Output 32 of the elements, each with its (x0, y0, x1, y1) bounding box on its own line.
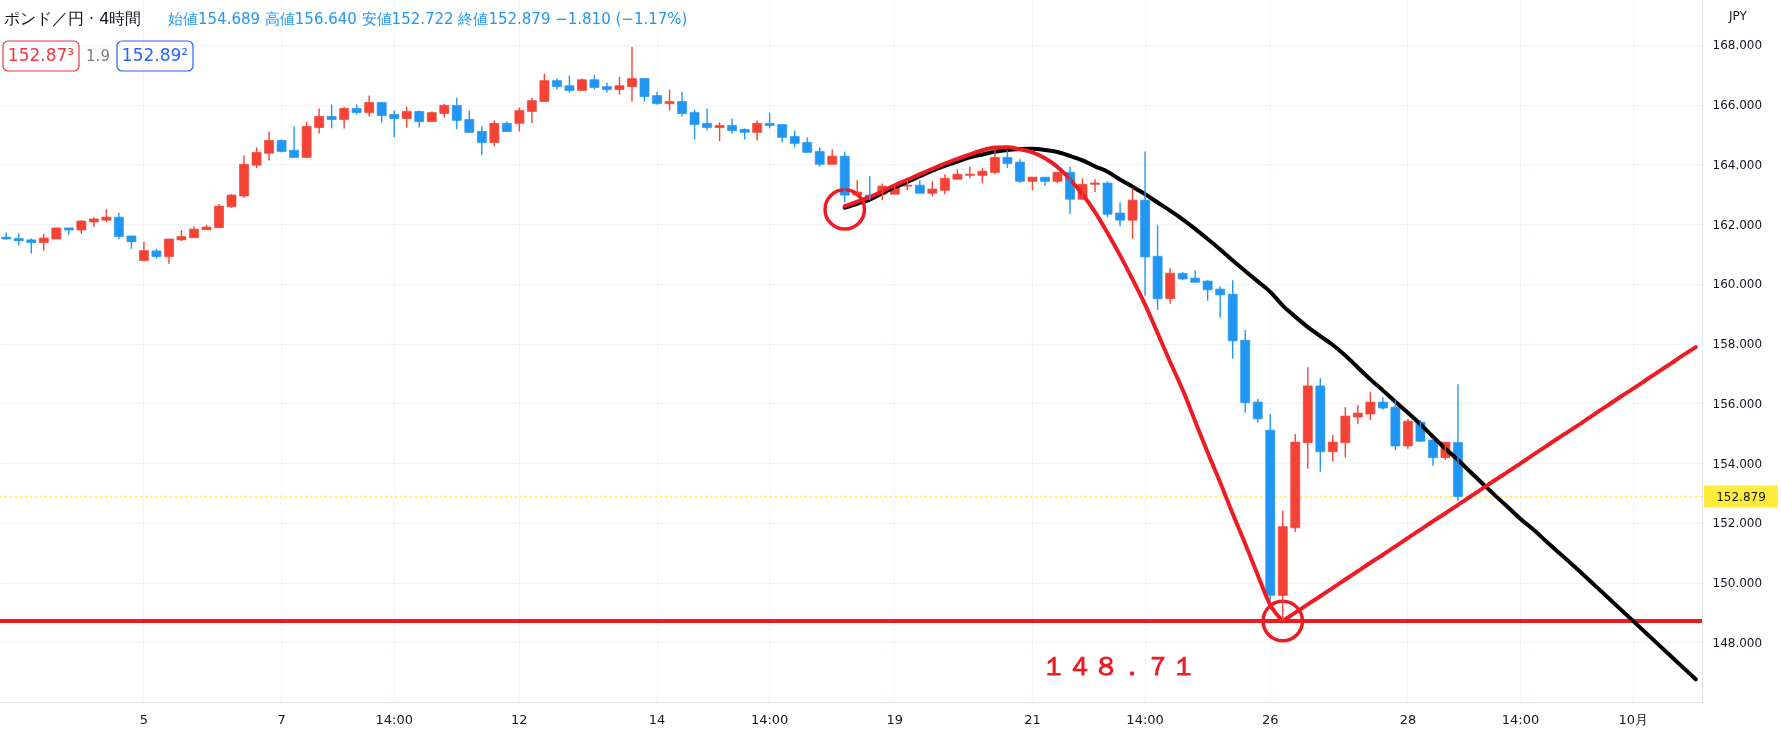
y-tick-label: 162.000 (1712, 217, 1763, 232)
annotation: 始値154.689 高値156.640 安値152.722 終値152.879 −1.810 (−1.17%) (168, 10, 688, 28)
annotation: 1.9 (86, 47, 110, 65)
x-tick-label: 21 (1024, 711, 1041, 727)
x-tick-label: 14:00 (750, 711, 789, 727)
text: ポンド／円 · 4時間 (4, 9, 142, 28)
x-tick-label: 14:00 (1126, 711, 1164, 727)
x-tick-label: 26 (1261, 711, 1279, 727)
x-tick-label: 7 (277, 711, 286, 727)
x-tick-label: 10月 (1618, 711, 1648, 727)
y-tick-label: 166.000 (1712, 98, 1763, 113)
y-tick-label: 160.000 (1712, 277, 1763, 292)
y-tick-label: 154.000 (1712, 456, 1763, 471)
y-axis-title: JPY (1728, 9, 1748, 23)
x-tick-label: 14:00 (375, 711, 413, 727)
y-tick-label: 168.000 (1712, 38, 1763, 53)
y-tick-label: 158.000 (1712, 337, 1763, 352)
x-tick-label: 5 (139, 711, 149, 727)
ref-line-label: 152.879 (1716, 489, 1766, 504)
x-tick-label: 12 (511, 711, 528, 727)
x-tick-label: 19 (886, 711, 904, 727)
x-tick-label: 14:00 (1501, 711, 1540, 727)
y-tick-label: 152.000 (1712, 516, 1763, 531)
ref-line-label: １４８．７１ (1041, 651, 1197, 682)
x-tick-label: 28 (1399, 711, 1417, 727)
x-tick-label: 14 (648, 711, 666, 727)
y-tick-label: 156.000 (1712, 396, 1763, 411)
annotation: 152.89² (121, 45, 189, 65)
y-tick-label: 164.000 (1712, 157, 1763, 172)
y-tick-label: 150.000 (1712, 576, 1763, 591)
annotation: 152.87³ (7, 45, 75, 65)
y-tick-label: 148.000 (1712, 635, 1763, 650)
